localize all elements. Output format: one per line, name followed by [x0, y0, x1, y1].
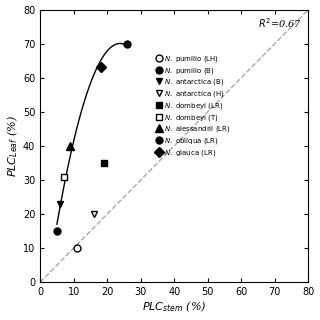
- Legend: $\it{N.}$ pumilio (LH), $\it{N.}$ pumilio (B), $\it{N.}$ antarctica (B), $\it{N.: $\it{N.}$ pumilio (LH), $\it{N.}$ pumili…: [156, 54, 231, 158]
- Text: $R^2$=0.67: $R^2$=0.67: [258, 16, 302, 30]
- X-axis label: $PLC_{stem}$ (%): $PLC_{stem}$ (%): [142, 300, 207, 315]
- Y-axis label: $PLC_{Leaf}$ (%): $PLC_{Leaf}$ (%): [5, 115, 20, 177]
